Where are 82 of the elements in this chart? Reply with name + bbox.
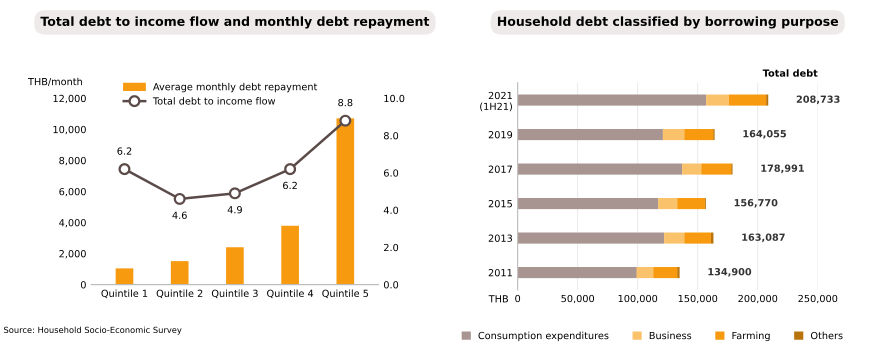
y-tick-label: 2011: [488, 269, 512, 276]
point: [284, 163, 296, 176]
bar: [281, 226, 299, 285]
bar: [518, 129, 663, 140]
bar: [710, 232, 714, 244]
bar: [226, 247, 244, 285]
y-tick-label: 12,000: [54, 94, 86, 104]
x-tick-label: 50,000: [561, 294, 594, 304]
y2-tick-label: 0.0: [384, 281, 398, 288]
legend-label: Farming: [732, 332, 770, 342]
legend-label: Others: [810, 332, 843, 340]
bar: [728, 94, 766, 106]
chart-title: Total debt to income flow and monthly debt repayment: [40, 16, 430, 29]
y-tick-label: 2019: [488, 131, 512, 138]
data-label: 4.6: [172, 212, 187, 219]
x-tick-label: Quintile 2: [156, 289, 202, 298]
x-axis-title: THB: [488, 295, 508, 302]
y-tick-label: 6,000: [59, 188, 86, 196]
legend-label: Total debt to income flow: [152, 97, 276, 105]
x-tick-label: 100,000: [618, 294, 658, 304]
bar: [518, 198, 658, 210]
point: [174, 192, 186, 205]
bar: [518, 267, 637, 278]
point: [339, 114, 352, 127]
total-label: 164,055: [743, 130, 786, 139]
y-tick-label: 10,000: [54, 126, 86, 134]
y2-tick-label: 8.0: [384, 132, 398, 140]
x-tick-label: Quintile 5: [322, 289, 368, 298]
bar: [682, 164, 702, 175]
total-label: 156,770: [734, 199, 778, 208]
bar: [518, 164, 682, 175]
total-label: 163,087: [742, 234, 785, 242]
bar: [706, 94, 729, 106]
data-label: 6.2: [283, 182, 297, 190]
x-tick-label: Quintile 4: [267, 289, 314, 298]
point: [118, 163, 130, 176]
y2-tick-label: 4.0: [384, 206, 398, 214]
x-tick-label: Quintile 3: [212, 289, 258, 298]
bar: [636, 267, 654, 278]
bar: [658, 198, 678, 210]
total-label: 134,900: [708, 268, 752, 277]
bar: [684, 129, 714, 140]
bar: [677, 198, 705, 210]
y-tick-label: 2013: [488, 234, 512, 242]
data-label: 6.2: [117, 147, 132, 155]
y2-tick-label: 2.0: [384, 244, 398, 252]
bar: [116, 268, 134, 285]
source-note: Source: Household Socio-Economic Survey: [4, 326, 182, 335]
y-tick-label: 2021 (1H21): [480, 92, 512, 112]
bar: [653, 267, 678, 278]
x-tick-label: 150,000: [678, 294, 718, 304]
bar: [518, 94, 706, 106]
legend-label: Consumption expenditures: [478, 332, 608, 342]
bar: [664, 232, 685, 244]
total-label: 178,991: [761, 164, 804, 174]
data-label: 4.9: [228, 206, 242, 214]
y-tick-label: 2,000: [59, 250, 86, 258]
bar: [701, 164, 732, 175]
total-label: 208,733: [796, 96, 840, 104]
legend-label: Business: [650, 332, 692, 340]
x-tick-label: 0: [515, 294, 520, 302]
y-tick-label: 2017: [488, 166, 512, 173]
chart-title: Household debt classified by borrowing purpose: [498, 16, 838, 29]
x-tick-label: 200,000: [738, 294, 778, 304]
y-axis-title: THB/month: [28, 78, 82, 86]
y-tick-label: 2015: [488, 200, 512, 208]
bar: [170, 261, 189, 285]
y2-tick-label: 10.0: [384, 94, 404, 102]
x-tick-label: Quintile 1: [101, 289, 148, 298]
y2-tick-label: 6.0: [384, 169, 398, 177]
point: [228, 187, 241, 200]
bar: [684, 232, 711, 244]
legend-label: Average monthly debt repayment: [153, 82, 318, 92]
bar: [662, 129, 685, 140]
bar: [518, 232, 664, 244]
text: Total debt: [762, 69, 818, 77]
y-tick-label: 8,000: [59, 156, 86, 166]
x-tick-label: 250,000: [798, 294, 838, 304]
y-tick-label: 0: [80, 281, 86, 288]
data-label: 8.8: [338, 98, 352, 106]
y-tick-label: 4,000: [59, 219, 86, 228]
bar: [336, 118, 354, 285]
